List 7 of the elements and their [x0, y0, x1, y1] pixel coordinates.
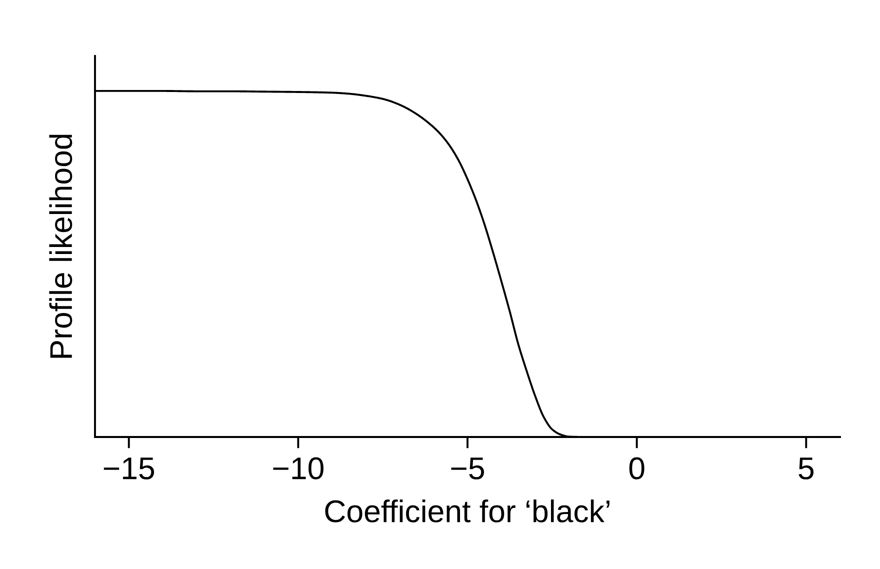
x-tick-label: −5 — [451, 458, 484, 480]
x-axis-title: Coefficient for ‘black’ — [325, 499, 610, 522]
x-tick-label: −10 — [273, 457, 324, 480]
y-axis-title: Profile likelihood — [49, 134, 72, 358]
x-tick-label: −15 — [104, 458, 154, 480]
x-tick-label: 5 — [798, 458, 814, 480]
x-tick-label: 0 — [629, 457, 644, 480]
